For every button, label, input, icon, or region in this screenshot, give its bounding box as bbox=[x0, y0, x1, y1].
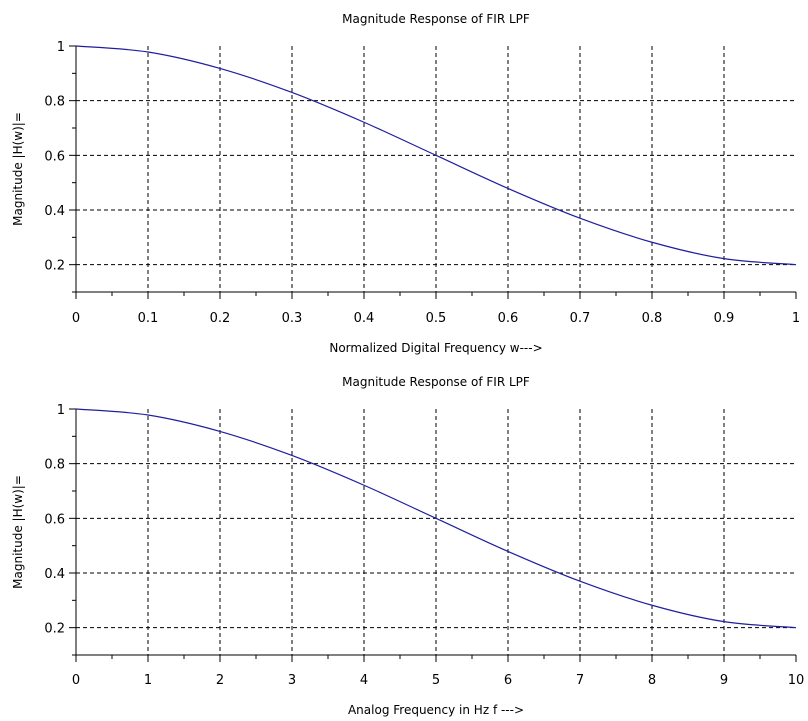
y-tick-label: 1 bbox=[57, 40, 65, 55]
series-line-magnitude bbox=[75, 408, 797, 629]
x-tick-label: 0.4 bbox=[354, 311, 375, 326]
x-tick-label: 4 bbox=[360, 673, 368, 688]
chart-title: Magnitude Response of FIR LPF bbox=[342, 12, 530, 26]
x-tick-label: 2 bbox=[216, 673, 224, 688]
y-tick-label: 0.4 bbox=[44, 567, 65, 582]
x-tick-label: 1 bbox=[792, 311, 800, 326]
x-tick-label: 0 bbox=[72, 311, 80, 326]
chart-analog-frequency: Magnitude Response of FIR LPF 0 1 2 3 4 5 6 7 8 9 1… bbox=[11, 375, 804, 717]
series-line-magnitude bbox=[75, 45, 797, 266]
x-tick-label: 7 bbox=[576, 673, 584, 688]
y-tick-label: 0.6 bbox=[44, 149, 65, 164]
x-tick-label: 5 bbox=[432, 673, 440, 688]
x-tick-label: 0.3 bbox=[282, 311, 303, 326]
x-tick-label: 8 bbox=[648, 673, 656, 688]
x-tick-label: 0.1 bbox=[138, 311, 159, 326]
x-tick-label: 6 bbox=[504, 673, 512, 688]
y-tick-label: 0.2 bbox=[44, 259, 65, 274]
y-axis-label: Magnitude |H(w)|= bbox=[11, 112, 25, 226]
x-tick-label: 0.6 bbox=[498, 311, 519, 326]
chart-title: Magnitude Response of FIR LPF bbox=[342, 375, 530, 389]
x-tick-label: 0 bbox=[72, 673, 80, 688]
y-tick-label: 0.4 bbox=[44, 204, 65, 219]
x-axis-label: Normalized Digital Frequency w---> bbox=[329, 341, 542, 355]
x-tick-label: 1 bbox=[144, 673, 152, 688]
chart-digital-frequency: Magnitude Response of FIR LPF 0 0.1 0.2 0.3 0… bbox=[11, 12, 800, 355]
x-tick-label: 0.5 bbox=[426, 311, 447, 326]
x-tick-label: 0.7 bbox=[570, 311, 591, 326]
y-tick-label: 0.8 bbox=[44, 95, 65, 110]
y-tick-label: 0.2 bbox=[44, 622, 65, 637]
x-tick-label: 3 bbox=[288, 673, 296, 688]
y-axis-label: Magnitude |H(w)|= bbox=[11, 475, 25, 589]
y-tick-label: 0.8 bbox=[44, 458, 65, 473]
x-tick-label: 0.8 bbox=[642, 311, 663, 326]
x-axis-label: Analog Frequency in Hz f ---> bbox=[348, 703, 524, 717]
x-tick-label: 0.2 bbox=[210, 311, 231, 326]
x-tick-label: 10 bbox=[788, 673, 805, 688]
y-tick-label: 0.6 bbox=[44, 512, 65, 527]
x-tick-label: 9 bbox=[720, 673, 728, 688]
y-tick-label: 1 bbox=[57, 403, 65, 418]
x-tick-label: 0.9 bbox=[714, 311, 735, 326]
